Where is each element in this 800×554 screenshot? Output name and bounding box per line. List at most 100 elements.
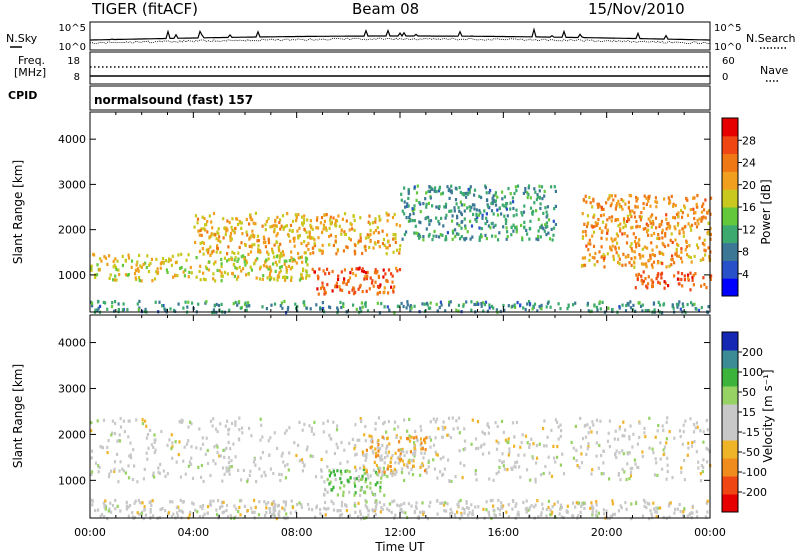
heatmap-cell	[698, 236, 701, 240]
heatmap-cell	[199, 447, 202, 451]
heatmap-cell	[385, 445, 389, 449]
heatmap-cell	[401, 467, 404, 471]
heatmap-cell	[545, 221, 548, 225]
heatmap-cell	[253, 262, 256, 266]
heatmap-cell	[381, 473, 384, 477]
heatmap-cell	[400, 470, 404, 475]
heatmap-cell	[492, 306, 495, 310]
heatmap-cell	[215, 250, 218, 254]
heatmap-cell	[675, 247, 678, 251]
heatmap-cell	[228, 465, 231, 469]
heatmap-cell	[626, 462, 629, 466]
heatmap-cell	[368, 434, 371, 438]
heatmap-cell	[198, 269, 201, 273]
heatmap-cell	[588, 253, 591, 257]
heatmap-cell	[336, 509, 339, 513]
heatmap-cell	[119, 460, 122, 464]
heatmap-cell	[359, 512, 362, 516]
heatmap-cell	[283, 262, 286, 266]
heatmap-cell	[567, 304, 570, 308]
heatmap-cell	[374, 500, 377, 504]
heatmap-cell	[405, 450, 408, 454]
heatmap-cell	[171, 456, 174, 460]
heatmap-cell	[665, 217, 668, 221]
heatmap-cell	[635, 225, 638, 229]
heatmap-cell	[226, 515, 230, 519]
heatmap-cell	[456, 426, 459, 430]
heatmap-cell	[529, 196, 532, 200]
heatmap-cell	[376, 284, 380, 289]
heatmap-cell	[322, 269, 325, 273]
heatmap-cell	[638, 243, 641, 247]
heatmap-cell	[517, 513, 520, 517]
heatmap-cell	[436, 309, 439, 313]
heatmap-cell	[601, 220, 605, 224]
heatmap-cell	[230, 257, 233, 262]
heatmap-cell	[223, 455, 226, 459]
heatmap-cell	[652, 219, 655, 224]
heatmap-cell	[624, 309, 628, 313]
heatmap-cell	[598, 300, 601, 304]
heatmap-cell	[624, 224, 627, 228]
heatmap-cell	[503, 467, 506, 471]
freq-tick-low: 8	[74, 72, 80, 83]
heatmap-cell	[696, 218, 699, 222]
heatmap-cell	[454, 515, 457, 519]
heatmap-cell	[458, 517, 462, 521]
heatmap-cell	[593, 263, 596, 267]
heatmap-cell	[279, 218, 282, 222]
heatmap-cell	[193, 225, 196, 229]
heatmap-cell	[478, 194, 481, 198]
heatmap-cell	[350, 267, 354, 271]
heatmap-cell	[692, 283, 695, 287]
heatmap-cell	[653, 507, 656, 511]
heatmap-cell	[244, 263, 247, 267]
heatmap-cell	[451, 237, 454, 241]
power-cbar-label: Power [dB]	[759, 179, 773, 244]
heatmap-cell	[362, 468, 365, 472]
heatmap-cell	[398, 247, 401, 252]
heatmap-cell	[230, 225, 233, 229]
heatmap-cell	[230, 237, 233, 241]
heatmap-cell	[295, 261, 298, 265]
heatmap-cell	[661, 424, 664, 428]
cpid-program: normalsound (fast) 157	[94, 93, 253, 107]
heatmap-cell	[250, 506, 253, 510]
heatmap-cell	[551, 510, 554, 514]
heatmap-cell	[290, 250, 293, 254]
heatmap-cell	[323, 487, 327, 491]
heatmap-cell	[546, 224, 549, 229]
heatmap-cell	[669, 224, 672, 228]
heatmap-cell	[457, 206, 460, 210]
heatmap-cell	[636, 442, 639, 446]
heatmap-cell	[626, 219, 629, 224]
heatmap-cell	[649, 204, 652, 208]
heatmap-cell	[634, 286, 637, 290]
heatmap-cell	[267, 501, 270, 505]
heatmap-cell	[240, 478, 243, 482]
heatmap-cell	[596, 514, 599, 518]
heatmap-cell	[357, 239, 360, 243]
heatmap-cell	[162, 261, 165, 265]
heatmap-cell	[207, 505, 210, 509]
heatmap-cell	[329, 480, 332, 484]
heatmap-cell	[278, 220, 281, 225]
heatmap-cell	[409, 450, 412, 454]
heatmap-cell	[670, 263, 673, 267]
heatmap-cell	[351, 227, 354, 231]
heatmap-cell	[129, 441, 132, 445]
heatmap-cell	[307, 507, 311, 511]
heatmap-cell	[96, 263, 99, 267]
heatmap-cell	[361, 305, 364, 309]
heatmap-cell	[413, 446, 416, 450]
heatmap-cell	[323, 292, 326, 296]
heatmap-cell	[418, 201, 421, 205]
heatmap-cell	[428, 504, 431, 508]
heatmap-cell	[326, 465, 329, 469]
heatmap-cell	[314, 515, 317, 519]
heatmap-cell	[374, 507, 377, 511]
heatmap-cell	[181, 419, 184, 423]
heatmap-cell	[482, 301, 485, 305]
heatmap-cell	[331, 289, 334, 293]
